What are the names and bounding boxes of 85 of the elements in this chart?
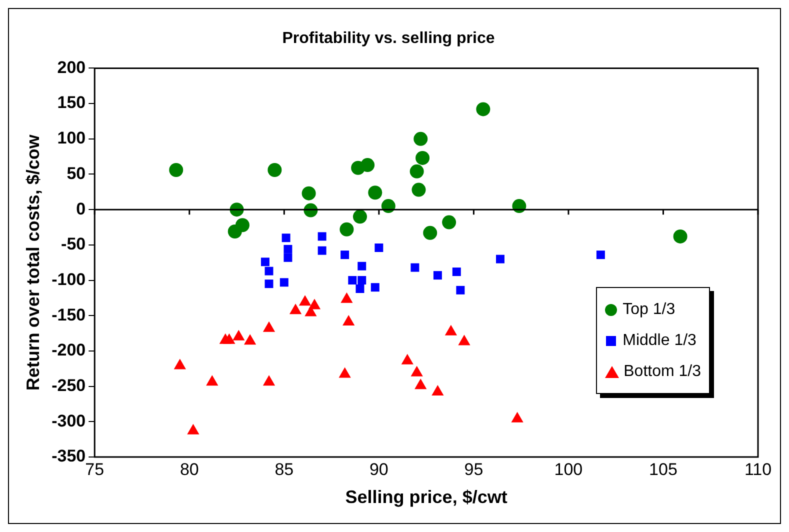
point [432, 384, 444, 396]
point [264, 266, 274, 276]
point [228, 224, 242, 238]
point [458, 334, 470, 346]
legend-label: Middle 1/3 [622, 332, 696, 350]
point [304, 306, 317, 316]
point [410, 164, 424, 178]
point [423, 226, 438, 240]
point [370, 283, 380, 292]
y-tick-label: -250 [52, 376, 86, 395]
point [340, 292, 353, 303]
point [264, 280, 274, 288]
point [356, 284, 364, 293]
x-tick-label: 80 [180, 460, 199, 479]
point [414, 378, 427, 390]
y-tick-label: 200 [57, 58, 86, 77]
point [206, 375, 218, 386]
point [442, 215, 456, 230]
y-axis-title: Return over total costs, $/cow [22, 134, 43, 391]
point [410, 263, 420, 272]
x-tick-label: 90 [369, 460, 388, 479]
point [444, 324, 458, 336]
point [673, 229, 688, 244]
chart-title: Profitability vs. selling price [282, 30, 495, 48]
point [318, 232, 326, 241]
point [496, 254, 504, 264]
point [412, 182, 426, 197]
legend-label: Bottom 1/3 [624, 362, 701, 380]
x-tick-label: 85 [274, 460, 294, 479]
point [476, 102, 490, 116]
y-tick-label: -200 [52, 340, 86, 360]
point [284, 244, 292, 254]
point [368, 186, 382, 200]
point [452, 268, 461, 276]
point [187, 424, 200, 434]
x-tick-label: 95 [464, 460, 484, 479]
y-tick-label: 100 [57, 128, 86, 148]
y-tick-label: 150 [57, 93, 86, 112]
point [410, 366, 423, 376]
x-tick-label: 105 [649, 460, 678, 479]
point [289, 304, 302, 314]
y-tick-label: 0 [76, 199, 86, 218]
point [262, 321, 276, 332]
point [340, 222, 354, 236]
point [416, 150, 430, 165]
point [174, 358, 186, 370]
point [511, 412, 524, 422]
point [401, 354, 414, 364]
point [358, 276, 366, 285]
x-tick-label: 100 [554, 460, 583, 479]
y-tick-label: -100 [52, 270, 86, 289]
point [352, 210, 367, 224]
x-axis-title: Selling price, $/cwt [345, 487, 508, 508]
point [302, 186, 316, 200]
point [340, 250, 350, 260]
point [318, 246, 326, 255]
point [360, 158, 375, 172]
point [338, 367, 351, 378]
point [414, 132, 428, 146]
x-tick-label: 75 [85, 460, 104, 479]
point [260, 258, 270, 266]
y-tick-label: -300 [52, 411, 86, 430]
point [342, 314, 355, 326]
legend-label: Top 1/3 [622, 300, 676, 318]
point [244, 334, 256, 345]
point [433, 271, 442, 280]
y-tick-label: -50 [61, 234, 86, 254]
point [298, 295, 312, 306]
y-tick-label: 50 [66, 164, 86, 183]
point [456, 286, 465, 294]
point [169, 162, 184, 177]
point [280, 278, 288, 287]
point [268, 162, 282, 177]
y-tick-label: -150 [52, 305, 86, 324]
y-tick-label: -350 [52, 446, 86, 466]
point [232, 330, 245, 340]
point [596, 250, 605, 260]
point [348, 276, 357, 285]
x-tick-label: 110 [744, 460, 772, 479]
point [374, 244, 384, 252]
point [262, 375, 276, 386]
point [284, 253, 292, 262]
point [358, 262, 366, 270]
point [282, 234, 290, 242]
point [223, 333, 236, 344]
